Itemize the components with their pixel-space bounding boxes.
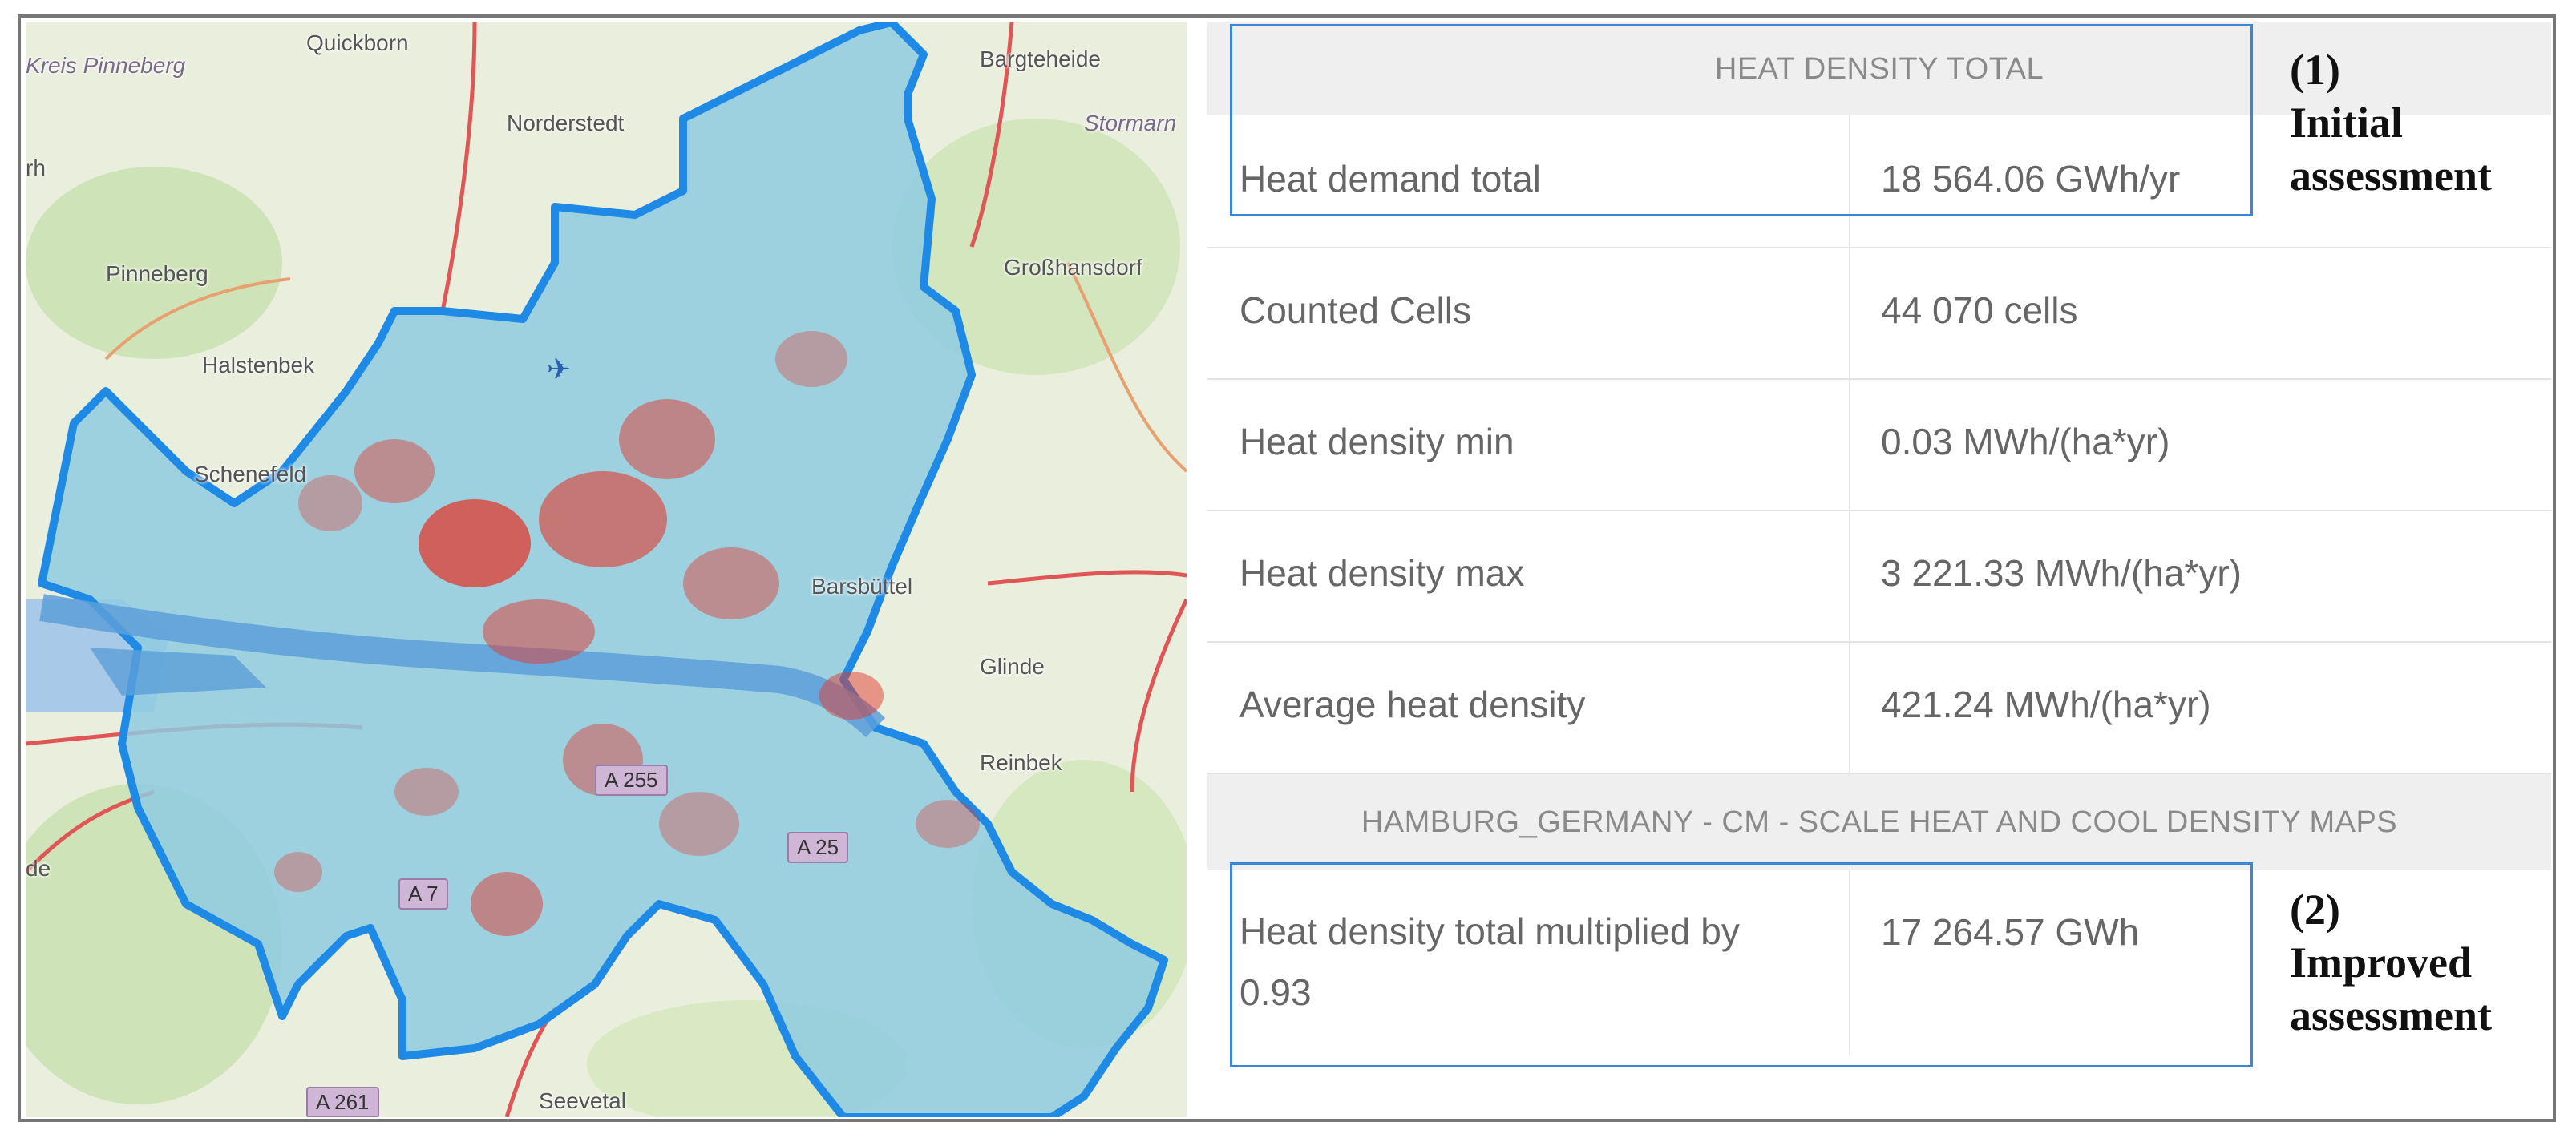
section-header-heat-density-total: HEAT DENSITY TOTAL (1207, 22, 2551, 115)
heat-density-results-panel: HEAT DENSITY TOTAL Heat demand total 18 … (1207, 22, 2551, 1117)
heat-density-map[interactable]: ✈ Kreis Pinneberg Quickborn Norderstedt … (26, 22, 1187, 1117)
annotation-number: (2) (2290, 886, 2340, 934)
row-label-line1: Heat density total multiplied by (1239, 910, 1740, 952)
table-row: Heat density max 3 221.33 MWh/(ha*yr) (1207, 510, 2551, 643)
row-value: 0.03 MWh/(ha*yr) (1881, 421, 2170, 462)
section-header-cm-scale: HAMBURG_GERMANY - CM - SCALE HEAT AND CO… (1207, 774, 2551, 870)
table-row: Average heat density 421.24 MWh/(ha*yr) (1207, 641, 2551, 774)
map-label-seevetal: Seevetal (539, 1088, 626, 1113)
row-label-line2: 0.93 (1239, 971, 1312, 1013)
annotation-improved: (2) Improved assessment (2290, 883, 2492, 1042)
row-label: Counted Cells (1239, 289, 1471, 331)
annotation-line1: Initial (2290, 99, 2404, 147)
row-value: 421.24 MWh/(ha*yr) (1881, 684, 2211, 725)
table-row: Heat demand total 18 564.06 GWh/yr (1207, 115, 2551, 248)
annotation-line1: Improved (2290, 938, 2473, 987)
highlight-box-improved (1230, 862, 2253, 1067)
section-header-text: HEAT DENSITY TOTAL (1714, 51, 2044, 86)
row-label: Heat density min (1239, 421, 1514, 462)
road-shield-a25: A 25 (787, 832, 849, 863)
road-shield-a7: A 7 (398, 878, 448, 910)
row-label: Heat demand total (1239, 158, 1541, 200)
map-label-grosshansdorf: Großhansdorf (1004, 255, 1142, 280)
svg-text:✈: ✈ (547, 353, 571, 386)
map-label-edge-west: de (26, 856, 51, 881)
figure-frame: ✈ Kreis Pinneberg Quickborn Norderstedt … (18, 14, 2556, 1122)
table-row: Heat density min 0.03 MWh/(ha*yr) (1207, 378, 2551, 511)
row-label: Heat density max (1239, 552, 1525, 594)
annotation-number: (1) (2290, 46, 2340, 94)
map-label-halstenbek: Halstenbek (202, 353, 315, 377)
row-label: Heat density total multiplied by 0.93 (1239, 901, 1740, 1023)
map-label-pinneberg: Pinneberg (106, 261, 208, 286)
row-label: Average heat density (1239, 684, 1586, 725)
road-shield-a255: A 255 (595, 765, 668, 796)
row-value: 44 070 cells (1881, 289, 2078, 331)
annotation-line2: assessment (2290, 991, 2492, 1039)
map-label-norderstedt: Norderstedt (507, 111, 625, 135)
map-label-glinde: Glinde (980, 654, 1045, 679)
annotation-line2: assessment (2290, 151, 2492, 200)
section-header-text: HAMBURG_GERMANY - CM - SCALE HEAT AND CO… (1361, 805, 2398, 839)
map-label-stormarn: Stormarn (1084, 111, 1177, 135)
map-label-edge-north: rh (26, 155, 46, 180)
map-label-reinbek: Reinbek (980, 750, 1062, 775)
column-divider (1849, 870, 1850, 1055)
map-label-quickborn: Quickborn (306, 30, 409, 55)
table-row: Counted Cells 44 070 cells (1207, 247, 2551, 380)
table-row: Heat density total multiplied by 0.93 17… (1207, 870, 2551, 1055)
row-value: 18 564.06 GWh/yr (1881, 158, 2181, 200)
map-label-schenefeld: Schenefeld (194, 462, 307, 486)
row-value: 3 221.33 MWh/(ha*yr) (1881, 552, 2242, 594)
highlight-box-initial (1230, 24, 2253, 216)
map-label-kreis-pinneberg: Kreis Pinneberg (26, 53, 186, 78)
road-shield-a261: A 261 (306, 1087, 379, 1117)
column-divider (1849, 115, 1850, 773)
row-value: 17 264.57 GWh (1881, 911, 2140, 953)
annotation-initial: (1) Initial assessment (2290, 43, 2492, 202)
map-canvas: ✈ (26, 22, 1187, 1117)
hamburg-boundary (38, 22, 1168, 1117)
map-label-bargteheide: Bargteheide (980, 46, 1102, 71)
map-label-barsbuettel: Barsbüttel (811, 574, 913, 599)
